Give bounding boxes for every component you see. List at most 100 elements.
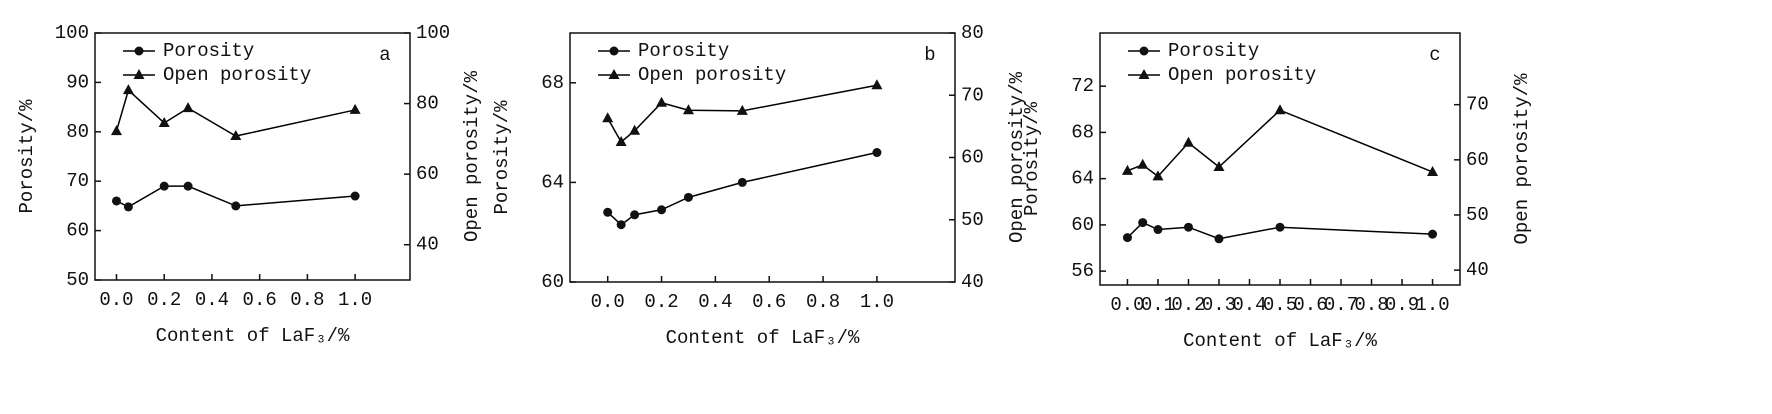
y-axis-label: Porosity/% bbox=[491, 100, 513, 215]
marker bbox=[110, 125, 122, 136]
y2-tick-label: 60 bbox=[416, 163, 439, 185]
marker bbox=[1214, 234, 1224, 244]
y-axis-label: Porosity/% bbox=[16, 99, 38, 214]
marker bbox=[872, 148, 882, 158]
marker bbox=[1121, 164, 1133, 175]
x-tick-label: 0.8 bbox=[806, 291, 840, 313]
legend-marker bbox=[609, 46, 619, 56]
x-tick-label: 0.2 bbox=[147, 289, 181, 311]
marker bbox=[183, 181, 193, 191]
x-tick-label: 0.2 bbox=[644, 291, 678, 313]
marker bbox=[1274, 104, 1286, 115]
marker bbox=[231, 201, 241, 211]
y2-axis-label: Open porosity/% bbox=[461, 70, 483, 242]
marker bbox=[1122, 233, 1132, 243]
y2-tick-label: 60 bbox=[961, 147, 984, 169]
x-tick-label: 0.0 bbox=[99, 289, 133, 311]
x-tick-label: 0.6 bbox=[243, 289, 277, 311]
y-tick-label: 72 bbox=[1071, 75, 1094, 97]
x-axis-label: Content of LaF₃/% bbox=[156, 325, 350, 347]
x-tick-label: 0.9 bbox=[1385, 294, 1419, 316]
x-axis-label: Content of LaF₃/% bbox=[1183, 330, 1377, 352]
marker bbox=[630, 210, 640, 220]
y-tick-label: 70 bbox=[66, 170, 89, 192]
x-tick-label: 0.8 bbox=[1354, 294, 1388, 316]
marker bbox=[657, 205, 667, 215]
legend-marker bbox=[134, 46, 144, 56]
marker bbox=[1213, 160, 1225, 171]
series-line bbox=[607, 151, 878, 226]
y-tick-label: 90 bbox=[66, 71, 89, 93]
x-tick-label: 1.0 bbox=[1415, 294, 1449, 316]
x-tick-label: 0.0 bbox=[1110, 294, 1144, 316]
marker bbox=[182, 102, 194, 113]
x-tick-label: 0.8 bbox=[290, 289, 324, 311]
y-axis-label: Porosity/% bbox=[1021, 101, 1043, 216]
panel-label: c bbox=[1429, 44, 1440, 66]
marker bbox=[350, 191, 360, 201]
marker bbox=[159, 181, 169, 191]
y2-axis-label: Open porosity/% bbox=[1006, 71, 1028, 243]
legend-label: Open porosity bbox=[1168, 64, 1316, 86]
series-line bbox=[1127, 109, 1433, 178]
x-tick-label: 0.6 bbox=[1293, 294, 1327, 316]
x-tick-label: 0.4 bbox=[1232, 294, 1266, 316]
y-tick-label: 64 bbox=[541, 171, 564, 193]
y-tick-label: 60 bbox=[1071, 214, 1094, 236]
x-tick-label: 1.0 bbox=[338, 289, 372, 311]
y-tick-label: 50 bbox=[66, 269, 89, 291]
x-axis-label: Content of LaF₃/% bbox=[666, 327, 860, 349]
series-line bbox=[115, 88, 356, 137]
marker bbox=[1138, 218, 1148, 228]
legend-marker bbox=[608, 69, 620, 79]
panel-label: a bbox=[379, 44, 390, 66]
y2-tick-label: 40 bbox=[416, 234, 439, 256]
marker bbox=[122, 84, 134, 95]
y2-tick-label: 50 bbox=[1466, 204, 1489, 226]
y2-tick-label: 80 bbox=[961, 22, 984, 44]
marker bbox=[1427, 165, 1439, 176]
x-tick-label: 0.6 bbox=[752, 291, 786, 313]
legend-label: Open porosity bbox=[638, 64, 786, 86]
marker bbox=[1428, 229, 1438, 239]
y-tick-label: 68 bbox=[541, 72, 564, 94]
x-tick-label: 0.0 bbox=[591, 291, 625, 313]
legend-label: Porosity bbox=[1168, 40, 1259, 62]
marker bbox=[736, 104, 748, 115]
legend-label: Open porosity bbox=[163, 64, 311, 86]
marker bbox=[349, 103, 361, 114]
y-tick-label: 60 bbox=[66, 220, 89, 242]
y2-axis-label: Open porosity/% bbox=[1511, 73, 1533, 245]
x-tick-label: 0.7 bbox=[1324, 294, 1358, 316]
x-tick-label: 1.0 bbox=[860, 291, 894, 313]
marker bbox=[683, 192, 693, 202]
plot-frame bbox=[94, 32, 411, 281]
y2-tick-label: 40 bbox=[1466, 259, 1489, 281]
marker bbox=[656, 96, 668, 107]
marker bbox=[616, 220, 626, 230]
y2-tick-label: 50 bbox=[961, 209, 984, 231]
y-tick-label: 64 bbox=[1071, 168, 1094, 190]
x-tick-label: 0.1 bbox=[1141, 294, 1175, 316]
marker bbox=[1183, 222, 1193, 232]
y-tick-label: 56 bbox=[1071, 260, 1094, 282]
y-tick-label: 60 bbox=[541, 271, 564, 293]
y-tick-label: 80 bbox=[66, 121, 89, 143]
y2-tick-label: 40 bbox=[961, 271, 984, 293]
marker bbox=[1137, 158, 1149, 169]
x-tick-label: 0.4 bbox=[195, 289, 229, 311]
legend-label: Porosity bbox=[163, 40, 254, 62]
marker bbox=[682, 104, 694, 115]
y-tick-label: 68 bbox=[1071, 121, 1094, 143]
x-tick-label: 0.3 bbox=[1202, 294, 1236, 316]
y2-tick-label: 70 bbox=[1466, 94, 1489, 116]
marker bbox=[737, 177, 747, 187]
marker bbox=[629, 124, 641, 135]
marker bbox=[615, 135, 627, 146]
x-tick-label: 0.5 bbox=[1263, 294, 1297, 316]
x-tick-label: 0.2 bbox=[1171, 294, 1205, 316]
panel-label: b bbox=[924, 44, 935, 66]
marker bbox=[1182, 136, 1194, 147]
marker bbox=[123, 202, 133, 212]
